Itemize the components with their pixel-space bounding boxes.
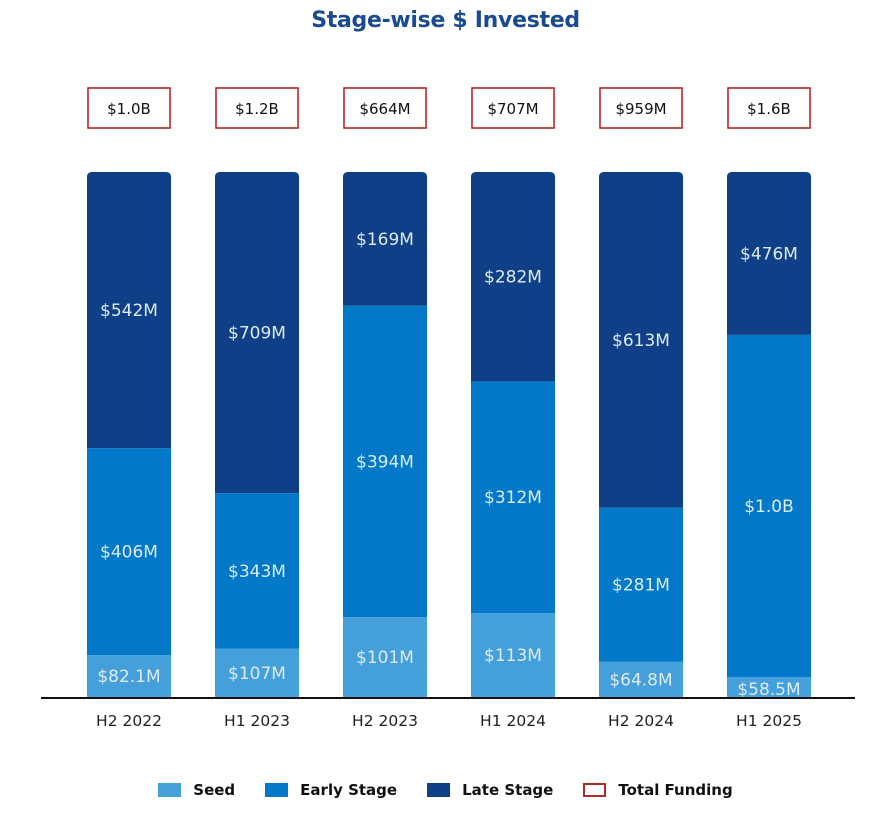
bar-segment-late-stage: [87, 172, 171, 449]
x-tick-label: H2 2024: [608, 712, 674, 730]
total-funding-label: $959M: [615, 100, 666, 118]
plot-area: $1.0B $1.2B $664M $707M $959M $1.6B $82.1M $40…: [41, 87, 855, 730]
bar-segment-seed: [87, 655, 171, 697]
total-funding-label: $1.6B: [747, 100, 791, 118]
legend-item-late-stage: Late Stage: [427, 781, 553, 799]
legend-label-late-stage: Late Stage: [462, 781, 554, 799]
legend: Seed Early Stage Late Stage Total Fundin…: [0, 781, 891, 799]
total-funding-boxes: $1.0B $1.2B $664M $707M $959M $1.6B: [87, 87, 811, 129]
total-funding-box-border: [215, 87, 299, 129]
legend-swatch-seed: [158, 783, 182, 797]
bar-h2-2023: $101M $394M $169M: [343, 172, 427, 697]
bar-segment-late-stage: [343, 172, 427, 306]
bar-segment-late-stage: [215, 172, 299, 494]
legend-label-total-funding: Total Funding: [618, 781, 733, 799]
total-funding-box-border: [599, 87, 683, 129]
legend-item-total-funding: Total Funding: [583, 781, 733, 799]
data-label-seed: $64.8M: [609, 670, 672, 690]
total-funding-label: $1.0B: [107, 100, 151, 118]
bar-segment-seed: [727, 676, 811, 697]
data-label-seed: $58.5M: [737, 680, 800, 700]
total-funding-box-border: [343, 87, 427, 129]
bar-segment-early-stage: [727, 334, 811, 677]
chart-title: Stage-wise $ Invested: [311, 8, 580, 33]
data-label-seed: $101M: [356, 648, 414, 668]
data-label-late-stage: $169M: [356, 230, 414, 250]
stacked-bars: $82.1M $406M $542M $107M $343M $709M $101M $394…: [87, 172, 811, 700]
x-tick-label: H2 2022: [96, 712, 162, 730]
bar-segment-seed: [215, 648, 299, 697]
total-funding-box: $664M: [343, 87, 427, 129]
x-tick-label: H1 2023: [224, 712, 290, 730]
x-axis-tick-labels: H2 2022 H1 2023 H2 2023 H1 2024 H2 2024 H1 20…: [96, 712, 802, 730]
x-tick-label: H1 2025: [736, 712, 802, 730]
total-funding-box-border: [471, 87, 555, 129]
total-funding-box: $1.2B: [215, 87, 299, 129]
legend-swatch-late-stage: [427, 783, 451, 797]
data-label-seed: $113M: [484, 646, 542, 666]
data-label-late-stage: $476M: [740, 244, 798, 264]
total-funding-box: $1.6B: [727, 87, 811, 129]
data-label-late-stage: $282M: [484, 268, 542, 288]
bar-segment-early-stage: [471, 381, 555, 614]
bar-h1-2025: $58.5M $1.0B $476M: [727, 172, 811, 700]
bar-segment-early-stage: [599, 507, 683, 662]
bar-h1-2023: $107M $343M $709M: [215, 172, 299, 697]
data-label-early-stage: $1.0B: [744, 497, 794, 517]
total-funding-box: $1.0B: [87, 87, 171, 129]
x-tick-label: H1 2024: [480, 712, 546, 730]
legend-label-early-stage: Early Stage: [300, 781, 398, 799]
data-label-early-stage: $312M: [484, 488, 542, 508]
bar-segment-early-stage: [343, 305, 427, 618]
data-label-early-stage: $281M: [612, 576, 670, 596]
total-funding-box-border: [727, 87, 811, 129]
bar-h2-2024: $64.8M $281M $613M: [599, 172, 683, 697]
legend-swatch-total-funding: [583, 783, 607, 797]
bar-segment-early-stage: [87, 448, 171, 656]
total-funding-box: $707M: [471, 87, 555, 129]
bar-segment-seed: [599, 661, 683, 697]
bar-segment-seed: [343, 617, 427, 697]
data-label-late-stage: $613M: [612, 331, 670, 351]
data-label-seed: $82.1M: [97, 667, 160, 687]
bar-h2-2022: $82.1M $406M $542M: [87, 172, 171, 697]
data-label-late-stage: $709M: [228, 324, 286, 344]
bar-h1-2024: $113M $312M $282M: [471, 172, 555, 697]
data-label-late-stage: $542M: [100, 301, 158, 321]
legend-swatch-early-stage: [265, 783, 289, 797]
bar-segment-late-stage: [727, 172, 811, 335]
total-funding-label: $1.2B: [235, 100, 279, 118]
bar-segment-late-stage: [599, 172, 683, 508]
legend-item-early-stage: Early Stage: [265, 781, 397, 799]
bar-segment-seed: [471, 613, 555, 697]
x-tick-label: H2 2023: [352, 712, 418, 730]
total-funding-label: $707M: [487, 100, 538, 118]
total-funding-box-border: [87, 87, 171, 129]
data-label-seed: $107M: [228, 664, 286, 684]
legend-item-seed: Seed: [158, 781, 235, 799]
bar-segment-early-stage: [215, 493, 299, 649]
data-label-early-stage: $406M: [100, 543, 158, 563]
total-funding-box: $959M: [599, 87, 683, 129]
legend-label-seed: Seed: [193, 781, 236, 799]
data-label-early-stage: $394M: [356, 452, 414, 472]
total-funding-label: $664M: [359, 100, 410, 118]
data-label-early-stage: $343M: [228, 562, 286, 582]
bar-segment-late-stage: [471, 172, 555, 382]
